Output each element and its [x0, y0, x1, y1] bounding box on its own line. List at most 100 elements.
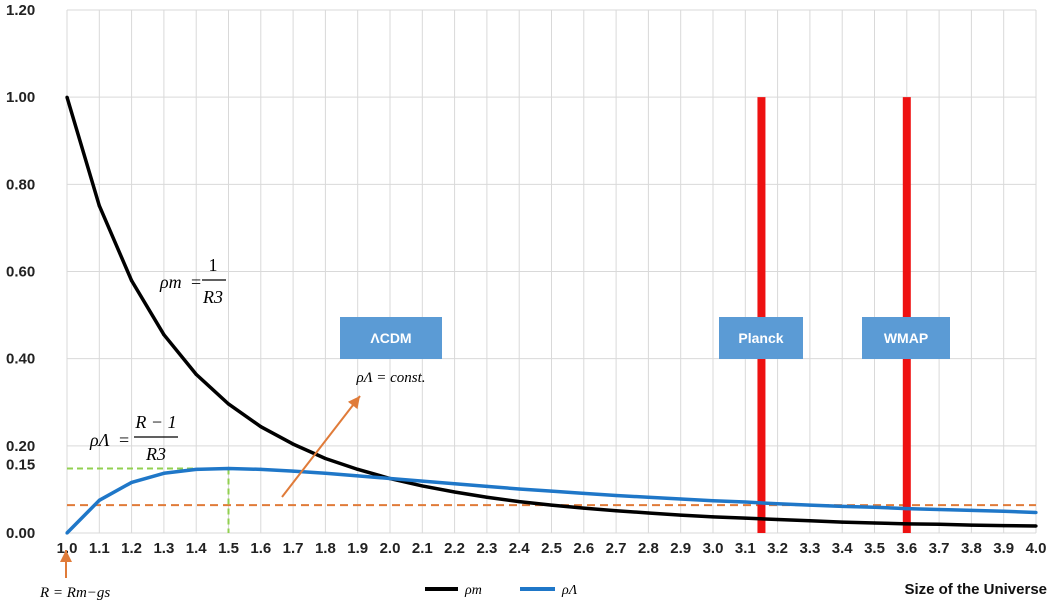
x-tick-label: 1.3 — [153, 540, 174, 557]
rho-lambda-formula: ρΛ = R − 1 R3 — [89, 412, 178, 464]
rho-m-point — [646, 511, 651, 515]
x-tick-label: 2.9 — [670, 540, 691, 557]
rho-m-point — [582, 506, 586, 510]
rho-lambda-point — [485, 484, 489, 488]
rho-m-point — [1034, 524, 1038, 528]
rho-lambda-point — [549, 489, 554, 493]
x-tick-label: 1.2 — [121, 540, 142, 557]
rho-lambda-point — [872, 505, 877, 509]
x-tick-label: 2.2 — [444, 540, 465, 557]
rho-lambda-point — [97, 498, 101, 502]
rho-lambda-point — [453, 482, 457, 486]
rho-lambda-point — [420, 479, 424, 483]
rho-m-point — [453, 490, 457, 494]
x-tick-label: 3.6 — [896, 540, 917, 557]
rho-m-point — [291, 442, 295, 446]
rho-m-point — [517, 500, 521, 504]
rho-lambda-point — [582, 491, 586, 495]
series-lines — [65, 95, 1038, 535]
x-axis-ticks: 1.0 1.1 1.2 1.3 1.4 1.5 1.6 1.7 1.8 1.9 2.0 2.1 2.2 2… — [57, 540, 1047, 557]
x-tick-label: 2.6 — [573, 540, 594, 557]
rho-m-numerator: 1 — [209, 255, 218, 275]
x-tick-label: 3.3 — [799, 540, 820, 557]
rho-m-point — [130, 279, 134, 283]
rho-lambda-point — [130, 480, 134, 485]
legend-label-rho-m: ρm — [464, 583, 482, 598]
planck-label: Planck — [738, 330, 783, 346]
y-tick-label: 0.80 — [6, 176, 35, 193]
rho-m-point — [840, 520, 844, 524]
rho-m-point — [905, 522, 909, 526]
x-tick-label: 3.9 — [993, 540, 1014, 557]
x-tick-label: 3.4 — [832, 540, 854, 557]
rho-m-point — [356, 467, 360, 471]
rho-lambda-point — [840, 504, 844, 509]
legend-item-rho-lambda: ρΛ — [520, 583, 578, 598]
x-tick-label: 2.5 — [541, 540, 562, 557]
y-tick-label-extra: 0.15 — [6, 457, 35, 474]
rho-lambda-point — [646, 495, 651, 499]
rho-m-point — [937, 522, 941, 526]
rho-lambda-point — [776, 502, 780, 506]
y-tick-label: 0.20 — [6, 438, 35, 455]
legend-label-rho-lambda: ρΛ — [561, 583, 578, 598]
planck-box: Planck — [719, 317, 803, 359]
rho-lambda-point — [291, 469, 295, 473]
x-tick-label: 1.1 — [89, 540, 110, 557]
rho-lambda-point — [356, 474, 360, 478]
svg-text:ρm: ρm — [159, 272, 182, 292]
lcdm-arrow — [281, 395, 361, 498]
x-tick-label: 2.3 — [476, 540, 497, 557]
rho-lambda-point — [259, 467, 263, 471]
lcdm-box: ΛCDM ρΛ = const. — [340, 317, 442, 386]
rho-lambda-point — [226, 466, 231, 471]
rho-m-point — [808, 519, 812, 523]
y-axis-ticks: 0.00 0.20 0.40 0.60 0.80 1.00 1.20 0.15 — [6, 2, 35, 542]
x-tick-label: 4.0 — [1026, 540, 1047, 557]
rho-m-point — [743, 516, 747, 520]
rho-lambda-point — [162, 471, 166, 475]
rho-lambda-point — [388, 476, 392, 481]
rho-m-point — [162, 333, 166, 337]
y-tick-label: 1.20 — [6, 2, 35, 19]
rho-lambda-point — [679, 497, 683, 501]
rho-lambda-point — [614, 493, 618, 498]
rho-lambda-point — [517, 487, 521, 491]
rho-m-symbol: ρm — [159, 272, 182, 292]
rho-lambda-point — [937, 507, 941, 512]
rho-m-denominator: R3 — [202, 287, 223, 307]
legend-item-rho-m: ρm — [425, 583, 482, 598]
rho-m-formula: ρm = 1 R3 — [159, 255, 226, 307]
x-tick-label: 3.7 — [929, 540, 950, 557]
y-tick-label: 1.00 — [6, 89, 35, 106]
x-tick-label: 1.9 — [347, 540, 368, 557]
y-tick-label: 0.60 — [6, 264, 35, 281]
x-tick-label: 2.1 — [412, 540, 433, 557]
rho-lambda-point — [969, 508, 974, 512]
gridlines — [66, 9, 1037, 534]
lcdm-label: ΛCDM — [370, 330, 411, 346]
rho-m-point — [969, 523, 974, 527]
rho-m-point — [776, 517, 780, 522]
rho-lambda-point — [711, 499, 715, 503]
x-tick-label: 2.8 — [638, 540, 659, 557]
rho-m-point — [549, 503, 554, 507]
rho-m-point — [420, 484, 424, 488]
rho-m-point — [194, 372, 198, 376]
x-tick-label: 3.5 — [864, 540, 885, 557]
x-tick-label: 2.7 — [606, 540, 627, 557]
legend: ρm ρΛ — [425, 583, 578, 598]
rho-lambda-denominator: R3 — [145, 444, 166, 464]
y-tick-label: 0.40 — [6, 351, 35, 368]
rho-m-point — [614, 509, 618, 513]
rho-lambda-point — [808, 503, 812, 507]
x-tick-label: 3.8 — [961, 540, 982, 557]
rho-lambda-point — [194, 467, 198, 471]
rho-lambda-equals: = — [119, 430, 129, 450]
rho-m-equals: = — [191, 272, 201, 292]
x-tick-label: 1.6 — [250, 540, 271, 557]
rho-lambda-point — [65, 531, 69, 535]
rho-m-point — [259, 425, 263, 429]
rho-m-point — [872, 521, 877, 525]
